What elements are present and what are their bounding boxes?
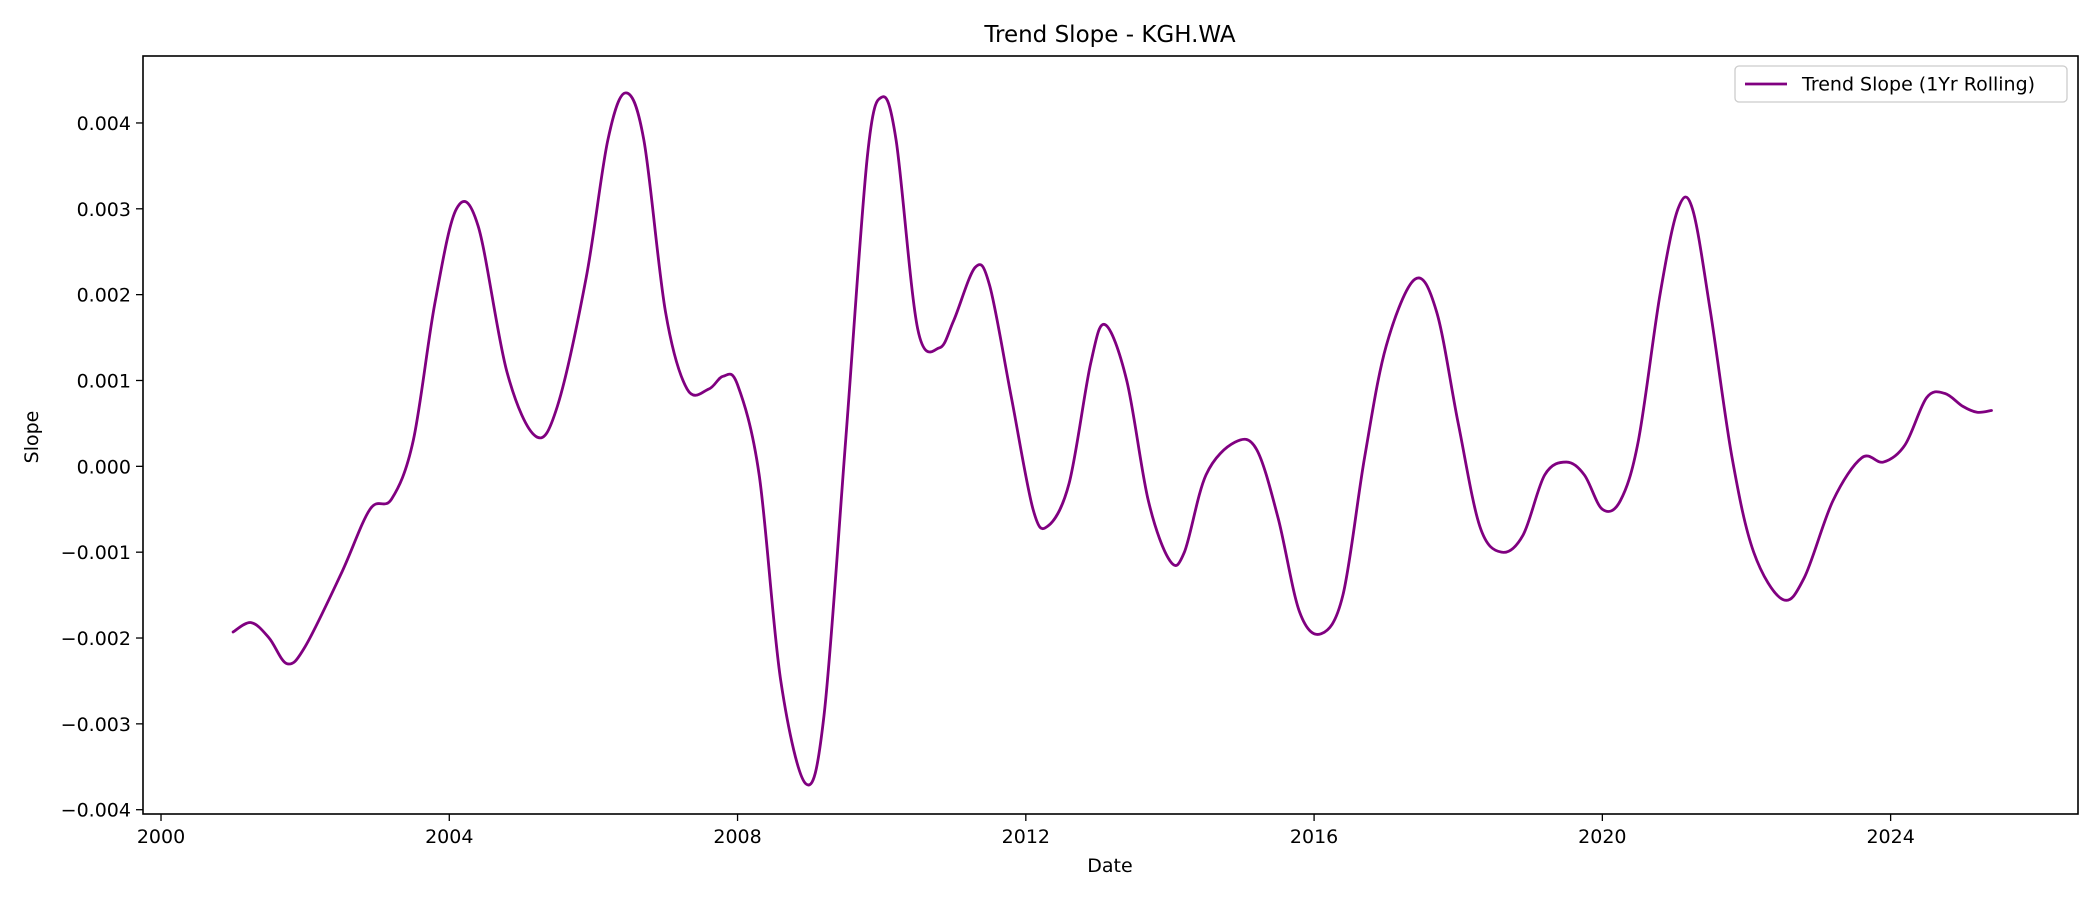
legend-box (1734, 65, 2068, 103)
x-axis-label: Date (1087, 855, 1132, 877)
chart-title: Trend Slope - KGH.WA (983, 22, 1236, 48)
legend-series-label: Trend Slope (1Yr Rolling) (1801, 74, 2035, 96)
series-layer (231, 91, 1993, 787)
x-tick-label: 2016 (1290, 826, 1338, 848)
trend-slope-line (231, 91, 1993, 787)
x-tick-label: 2000 (137, 826, 185, 848)
y-tick-label: −0.004 (61, 800, 131, 822)
y-tick-label: 0.001 (77, 370, 131, 392)
x-tick-label: 2004 (425, 826, 473, 848)
x-axis-ticks: 2000 2004 2008 2012 2016 2020 2024 (137, 814, 1915, 848)
y-tick-label: −0.003 (61, 714, 131, 736)
plot-frame (142, 55, 2079, 815)
y-axis-label: Slope (21, 411, 43, 464)
x-tick-label: 2024 (1866, 826, 1914, 848)
y-tick-label: −0.002 (61, 628, 131, 650)
y-tick-label: 0.004 (77, 113, 131, 135)
x-tick-label: 2012 (1002, 826, 1050, 848)
x-tick-label: 2008 (713, 826, 761, 848)
y-tick-label: 0.003 (77, 199, 131, 221)
y-tick-label: −0.001 (61, 542, 131, 564)
y-tick-label: 0.000 (77, 456, 131, 478)
legend: Trend Slope (1Yr Rolling) (1734, 65, 2068, 103)
x-tick-label: 2020 (1578, 826, 1626, 848)
y-axis-ticks: −0.004 −0.003 −0.002 −0.001 0.000 0.001 0.002 0… (61, 113, 143, 822)
y-tick-label: 0.002 (77, 285, 131, 307)
